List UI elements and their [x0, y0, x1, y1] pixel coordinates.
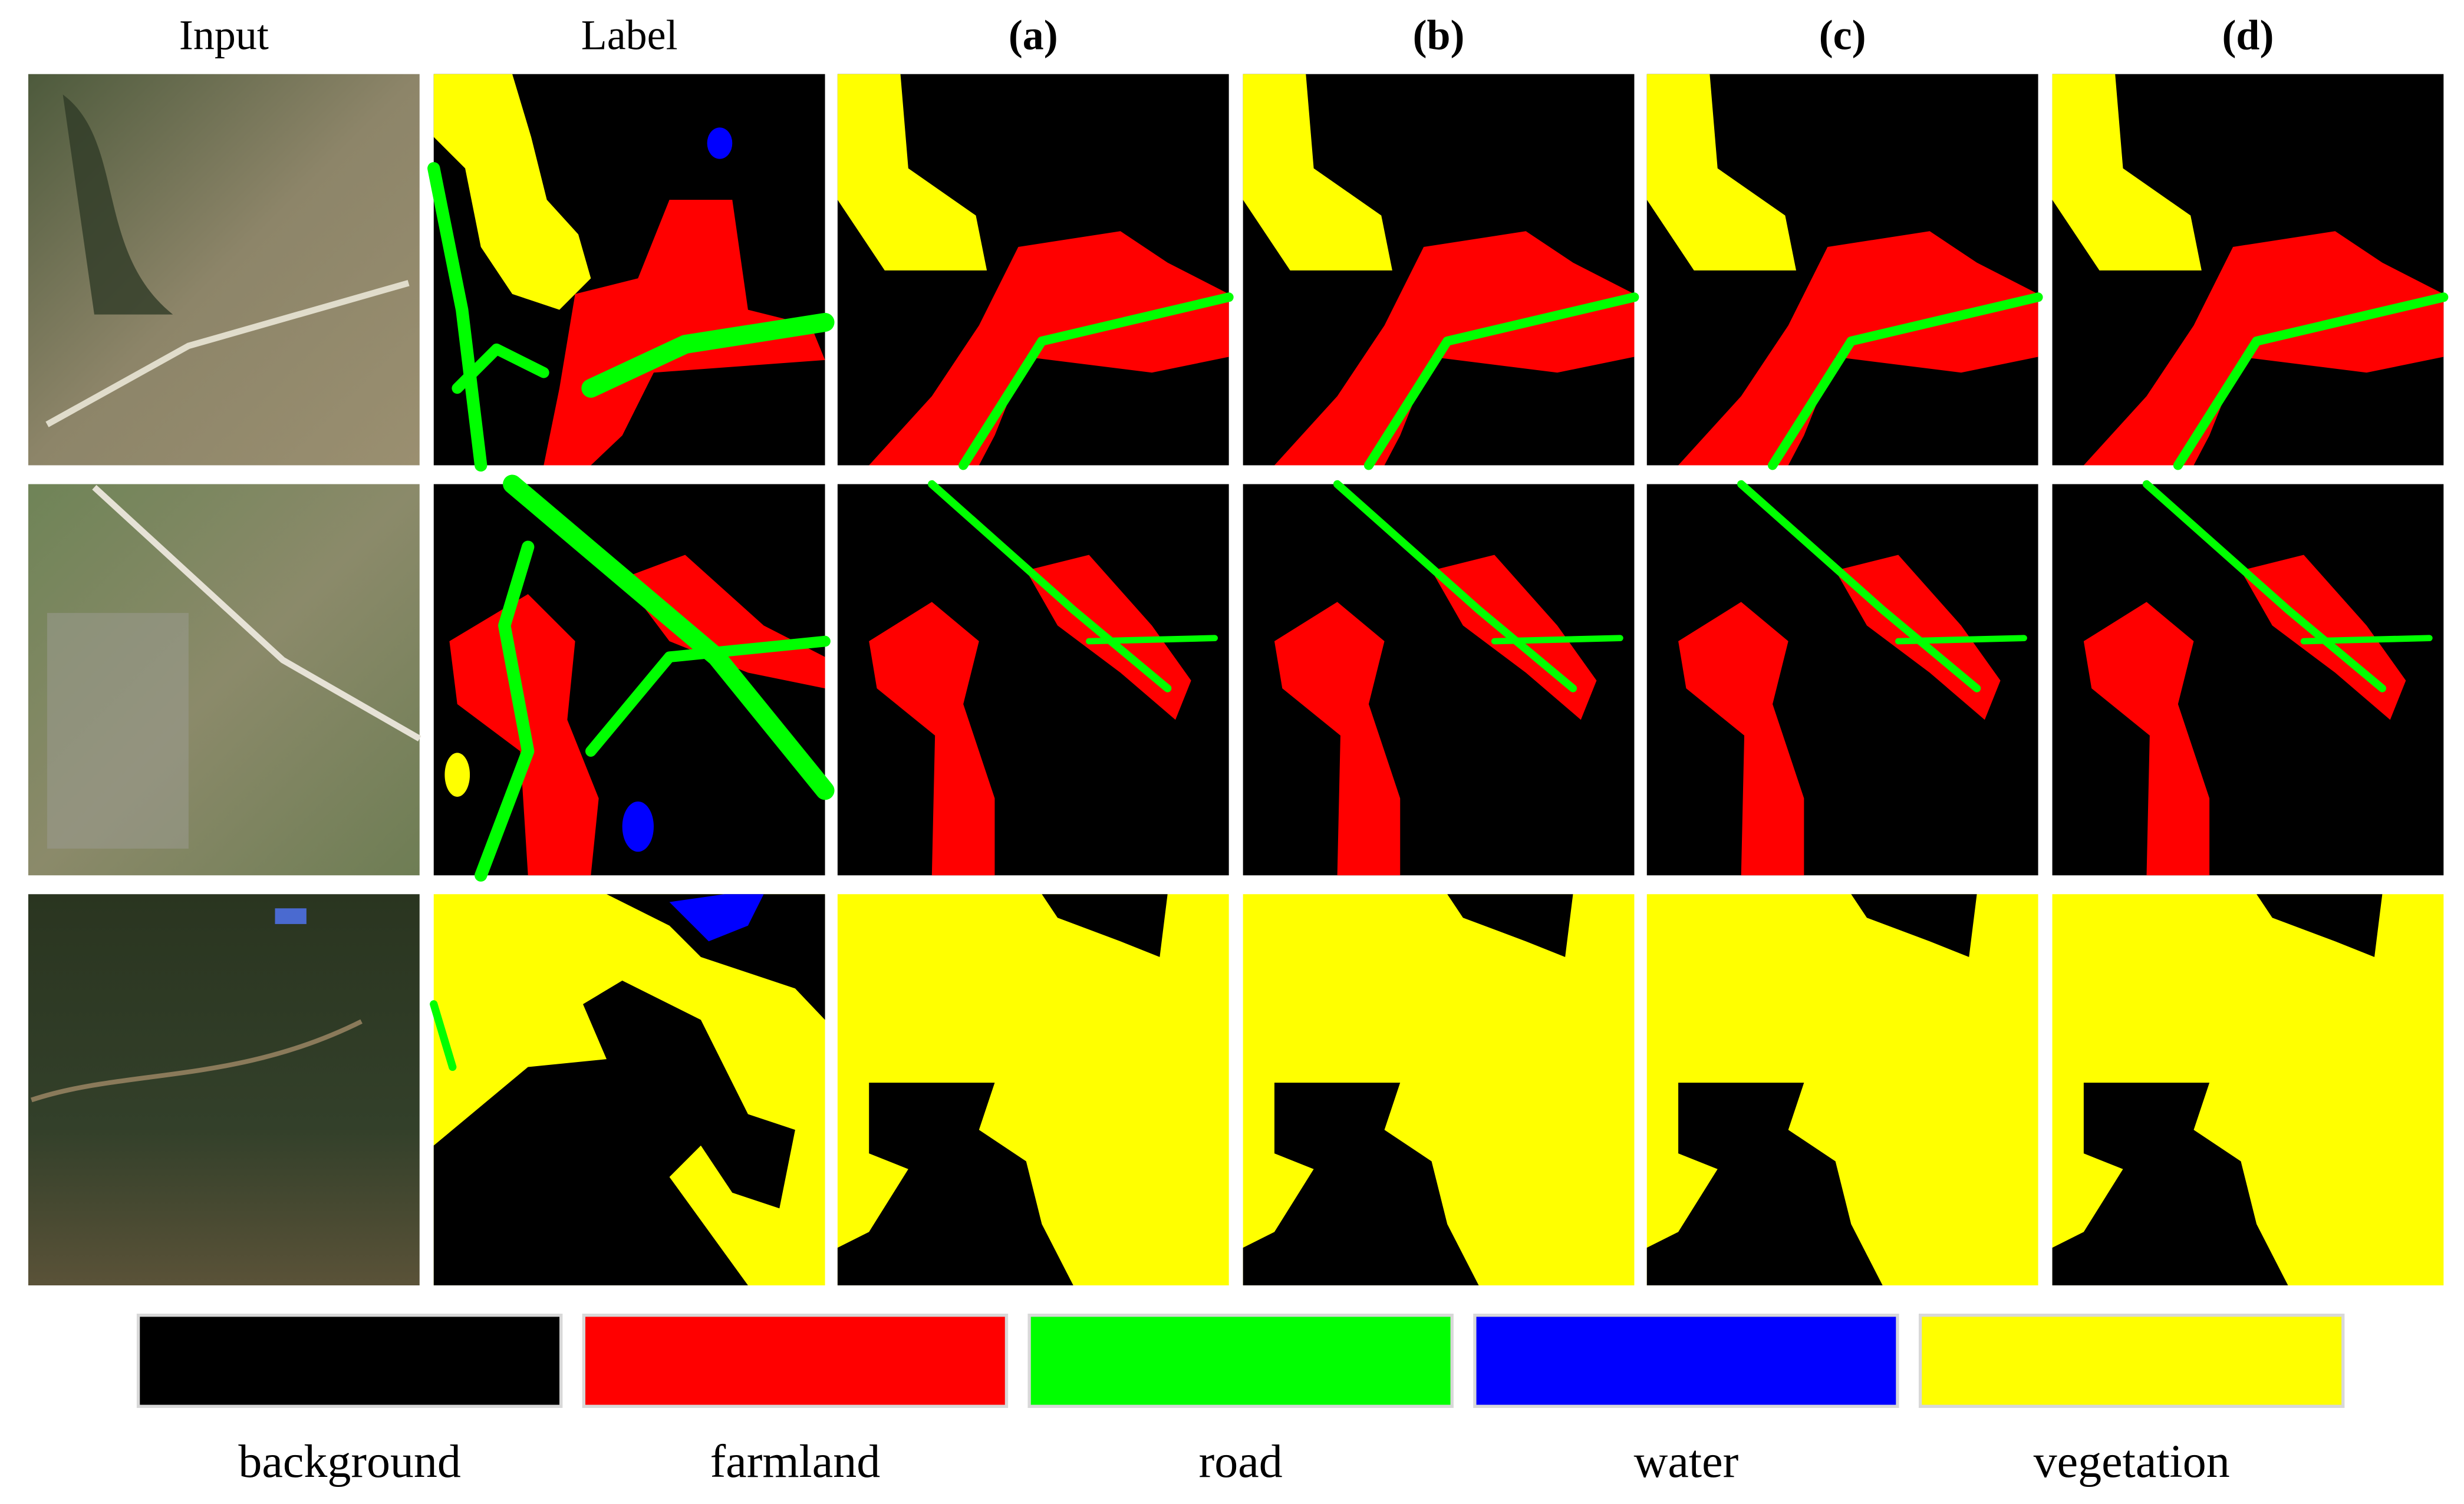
- label-mask: [434, 74, 825, 466]
- column-headers: Input Label (a) (b) (c) (d): [179, 12, 2274, 59]
- legend-swatch: [582, 1314, 1009, 1408]
- image-detail: [45, 280, 410, 427]
- prediction-mask: [2053, 484, 2444, 875]
- image-detail: [47, 613, 189, 849]
- legend: background farmland road water vegetation: [136, 1314, 2345, 1487]
- legend-swatch: [1027, 1314, 1454, 1408]
- column-header: Input: [179, 12, 269, 59]
- legend-swatch: [1473, 1314, 1899, 1408]
- prediction-mask: [2052, 894, 2444, 1286]
- prediction-mask: [1243, 894, 1635, 1286]
- label-mask: [434, 894, 825, 1285]
- prediction-mask: [1646, 894, 2038, 1286]
- image-detail: [275, 908, 307, 924]
- column-header: (c): [1819, 12, 1866, 59]
- prediction-mask: [2053, 74, 2444, 466]
- prediction-mask: [1243, 74, 1635, 466]
- legend-label: road: [1199, 1436, 1283, 1487]
- prediction-mask: [838, 74, 1229, 466]
- image-detail: [31, 1019, 363, 1103]
- legend-label: farmland: [710, 1436, 881, 1487]
- label-mask: [434, 484, 825, 875]
- column-header: (a): [1009, 12, 1058, 59]
- legend-label: background: [238, 1436, 461, 1487]
- prediction-mask: [1243, 484, 1635, 875]
- legend-label: vegetation: [2034, 1436, 2230, 1487]
- column-header: (d): [2222, 12, 2274, 59]
- legend-swatch: [136, 1314, 563, 1408]
- image-detail: [92, 484, 421, 741]
- legend-label: water: [1634, 1436, 1739, 1487]
- prediction-mask: [1647, 74, 2038, 466]
- input-image: [28, 894, 420, 1286]
- legend-swatch: [1918, 1314, 2345, 1408]
- column-header: (b): [1413, 12, 1465, 59]
- column-header: Label: [581, 12, 678, 59]
- prediction-mask: [837, 894, 1229, 1286]
- image-detail: [62, 94, 173, 315]
- prediction-mask: [1647, 484, 2038, 875]
- prediction-mask: [838, 484, 1229, 875]
